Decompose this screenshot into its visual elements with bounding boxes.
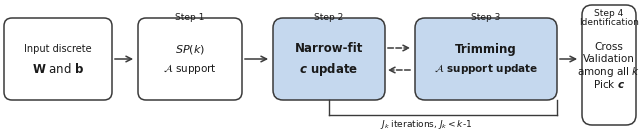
Text: Pick $\boldsymbol{c}$: Pick $\boldsymbol{c}$ — [593, 78, 625, 90]
Text: Input discrete: Input discrete — [24, 44, 92, 54]
Text: $J_k$ iterations, $J_k < k$-1: $J_k$ iterations, $J_k < k$-1 — [380, 118, 472, 131]
Text: Step 1: Step 1 — [175, 13, 205, 22]
Text: $\mathit{SP}(k)$: $\mathit{SP}(k)$ — [175, 42, 205, 55]
Text: Validation: Validation — [583, 54, 635, 64]
FancyBboxPatch shape — [582, 5, 636, 125]
Text: Step 3: Step 3 — [471, 13, 500, 22]
FancyBboxPatch shape — [273, 18, 385, 100]
Text: Cross: Cross — [595, 42, 623, 52]
Text: $\mathbf{W}$ and $\mathbf{b}$: $\mathbf{W}$ and $\mathbf{b}$ — [32, 62, 84, 76]
FancyBboxPatch shape — [138, 18, 242, 100]
Text: Trimming: Trimming — [455, 42, 517, 55]
FancyBboxPatch shape — [4, 18, 112, 100]
Text: Identification: Identification — [579, 18, 639, 27]
Text: Narrow-fit: Narrow-fit — [295, 42, 363, 55]
FancyBboxPatch shape — [415, 18, 557, 100]
Text: Step 2: Step 2 — [314, 13, 344, 22]
Text: $\mathcal{A}$ support: $\mathcal{A}$ support — [163, 62, 217, 76]
Text: among all $k$: among all $k$ — [577, 65, 640, 79]
Text: $\mathcal{A}$ support update: $\mathcal{A}$ support update — [434, 62, 538, 76]
Text: $\boldsymbol{c}$ update: $\boldsymbol{c}$ update — [300, 61, 358, 78]
Text: Step 4: Step 4 — [595, 9, 623, 18]
